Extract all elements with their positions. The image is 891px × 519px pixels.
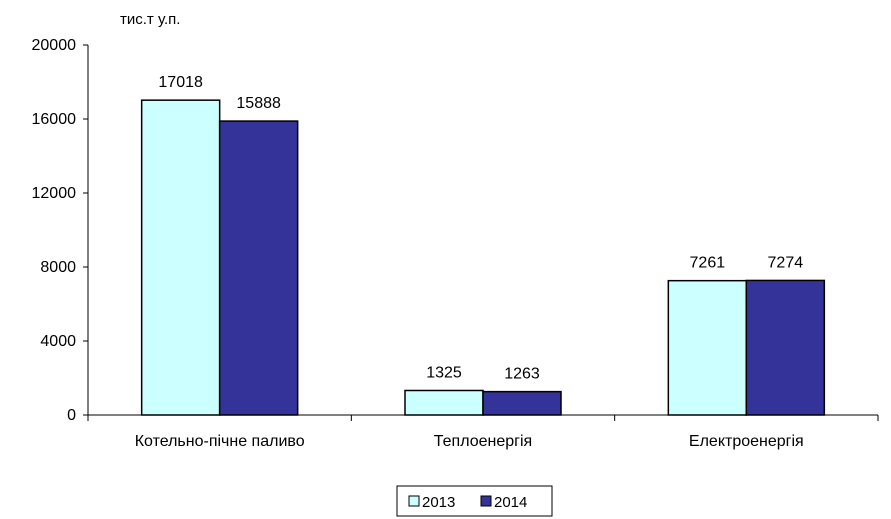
data-label: 1325 [426,364,462,381]
bar [482,390,562,416]
legend-label: 2014 [494,494,527,511]
x-tick-label: Електроенергія [689,433,804,450]
bar [667,279,748,416]
y-tick-label: 4000 [40,333,76,350]
legend-swatch [408,495,420,507]
bar [745,279,826,416]
bar [140,99,221,416]
bars-group: 17018 15888 1325 1263 7261 7274 [140,74,826,416]
x-tick-label: Теплоенергія [434,433,532,450]
y-tick-label: 8000 [40,259,76,276]
data-label: 7261 [690,255,726,272]
y-tick-label: 20000 [32,37,77,54]
x-tick-label: Котельно-пічне паливо [135,433,305,450]
data-label: 17018 [158,74,203,91]
y-axis: 0 4000 8000 12000 16000 20000 [32,37,89,424]
y-tick-label: 12000 [32,185,77,202]
data-label: 15888 [236,95,281,112]
bar [404,389,484,416]
legend-box [396,485,553,517]
y-axis-unit-label: тис.т у.п. [120,11,180,28]
bar [218,120,299,416]
data-label: 1263 [504,366,540,383]
legend: 2013 2014 [396,485,553,517]
legend-label: 2013 [422,494,455,511]
x-axis: Котельно-пічне паливо Теплоенергія Електро… [87,414,879,450]
y-tick-label: 0 [67,407,76,424]
legend-swatch [480,495,492,507]
data-label: 7274 [768,254,804,271]
y-tick-label: 16000 [32,111,77,128]
